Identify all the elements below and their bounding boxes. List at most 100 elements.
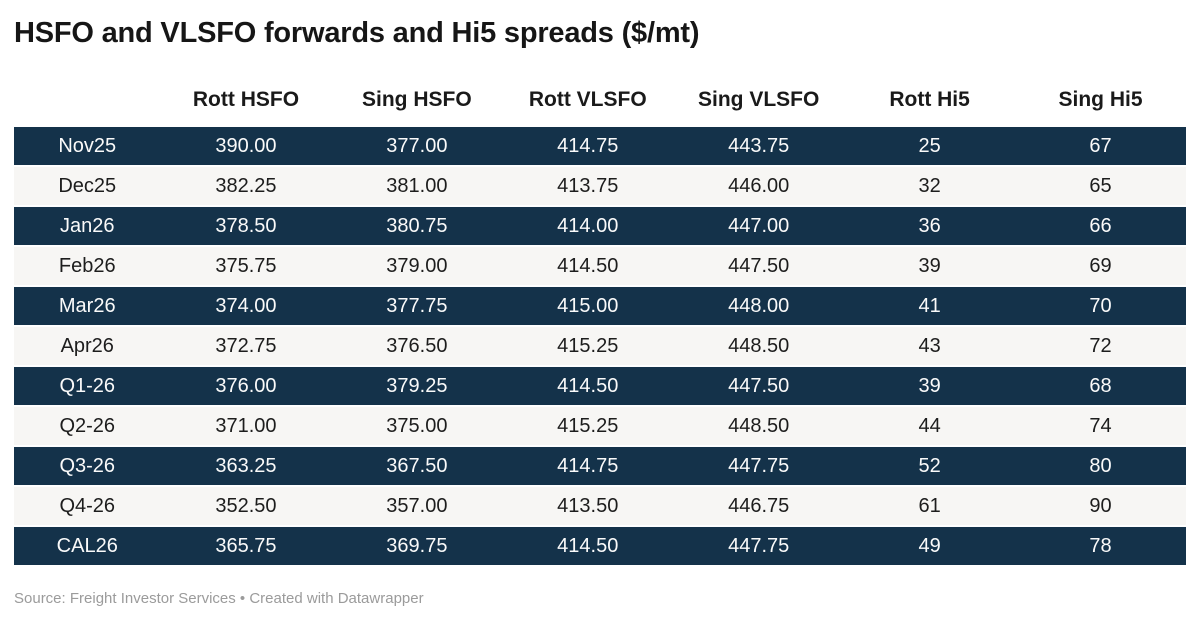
value-cell: 32 [844, 165, 1016, 205]
value-cell: 379.00 [331, 245, 503, 285]
value-cell: 36 [844, 205, 1016, 245]
value-cell: 414.00 [502, 205, 674, 245]
value-cell: 447.50 [673, 245, 845, 285]
value-cell: 375.75 [160, 245, 332, 285]
value-cell: 66 [1015, 205, 1186, 245]
table-row: Q1-26 376.00 379.25 414.50 447.50 39 68 [14, 365, 1186, 405]
table-row: Mar26 374.00 377.75 415.00 448.00 41 70 [14, 285, 1186, 325]
value-cell: 381.00 [331, 165, 503, 205]
page-title: HSFO and VLSFO forwards and Hi5 spreads … [14, 17, 700, 49]
value-cell: 39 [844, 365, 1016, 405]
row-label-cell: Q4-26 [14, 485, 161, 525]
row-label-cell: Nov25 [14, 127, 161, 165]
value-cell: 377.00 [331, 127, 503, 165]
value-cell: 446.75 [673, 485, 845, 525]
value-cell: 415.25 [502, 405, 674, 445]
value-cell: 65 [1015, 165, 1186, 205]
value-cell: 70 [1015, 285, 1186, 325]
value-cell: 80 [1015, 445, 1186, 485]
value-cell: 376.00 [160, 365, 332, 405]
value-cell: 369.75 [331, 525, 503, 565]
footer-source: Source: Freight Investor Services • Crea… [14, 590, 424, 607]
row-label-cell: Dec25 [14, 165, 161, 205]
table-header-row: Rott HSFO Sing HSFO Rott VLSFO Sing VLSF… [14, 50, 1186, 127]
value-cell: 78 [1015, 525, 1186, 565]
value-cell: 414.50 [502, 525, 674, 565]
value-cell: 352.50 [160, 485, 332, 525]
value-cell: 44 [844, 405, 1016, 445]
value-cell: 374.00 [160, 285, 332, 325]
table-row: Apr26 372.75 376.50 415.25 448.50 43 72 [14, 325, 1186, 365]
value-cell: 448.00 [673, 285, 845, 325]
value-cell: 377.75 [331, 285, 503, 325]
value-cell: 371.00 [160, 405, 332, 445]
value-cell: 379.25 [331, 365, 503, 405]
value-cell: 414.75 [502, 127, 674, 165]
table-row: Q4-26 352.50 357.00 413.50 446.75 61 90 [14, 485, 1186, 525]
table-row: Feb26 375.75 379.00 414.50 447.50 39 69 [14, 245, 1186, 285]
value-cell: 414.50 [502, 245, 674, 285]
value-cell: 414.50 [502, 365, 674, 405]
value-cell: 414.75 [502, 445, 674, 485]
value-cell: 378.50 [160, 205, 332, 245]
value-cell: 365.75 [160, 525, 332, 565]
value-cell: 74 [1015, 405, 1186, 445]
value-cell: 372.75 [160, 325, 332, 365]
value-cell: 390.00 [160, 127, 332, 165]
table-row: Jan26 378.50 380.75 414.00 447.00 36 66 [14, 205, 1186, 245]
value-cell: 447.75 [673, 445, 845, 485]
column-header-sing-vlsfo: Sing VLSFO [698, 88, 820, 111]
table-row: Nov25 390.00 377.00 414.75 443.75 25 67 [14, 127, 1186, 165]
value-cell: 25 [844, 127, 1016, 165]
value-cell: 43 [844, 325, 1016, 365]
value-cell: 443.75 [673, 127, 845, 165]
value-cell: 49 [844, 525, 1016, 565]
value-cell: 72 [1015, 325, 1186, 365]
value-cell: 448.50 [673, 405, 845, 445]
value-cell: 415.00 [502, 285, 674, 325]
column-header-rott-hi5: Rott Hi5 [889, 88, 970, 111]
value-cell: 415.25 [502, 325, 674, 365]
value-cell: 61 [844, 485, 1016, 525]
value-cell: 413.75 [502, 165, 674, 205]
table-row: CAL26 365.75 369.75 414.50 447.75 49 78 [14, 525, 1186, 565]
column-header-sing-hi5: Sing Hi5 [1058, 88, 1143, 111]
column-header-rott-hsfo: Rott HSFO [192, 88, 300, 111]
value-cell: 447.50 [673, 365, 845, 405]
value-cell: 382.25 [160, 165, 332, 205]
value-cell: 376.50 [331, 325, 503, 365]
value-cell: 41 [844, 285, 1016, 325]
table-row: Q2-26 371.00 375.00 415.25 448.50 44 74 [14, 405, 1186, 445]
forwards-table: Rott HSFO Sing HSFO Rott VLSFO Sing VLSF… [14, 50, 1186, 565]
value-cell: 39 [844, 245, 1016, 285]
column-header-row-label [14, 50, 161, 127]
value-cell: 52 [844, 445, 1016, 485]
row-label-cell: Q1-26 [14, 365, 161, 405]
value-cell: 446.00 [673, 165, 845, 205]
value-cell: 90 [1015, 485, 1186, 525]
value-cell: 69 [1015, 245, 1186, 285]
row-label-cell: Apr26 [14, 325, 161, 365]
table-row: Dec25 382.25 381.00 413.75 446.00 32 65 [14, 165, 1186, 205]
row-label-cell: CAL26 [14, 525, 161, 565]
value-cell: 447.00 [673, 205, 845, 245]
value-cell: 363.25 [160, 445, 332, 485]
column-header-sing-hsfo: Sing HSFO [362, 88, 472, 111]
value-cell: 68 [1015, 365, 1186, 405]
value-cell: 367.50 [331, 445, 503, 485]
value-cell: 447.75 [673, 525, 845, 565]
row-label-cell: Q2-26 [14, 405, 161, 445]
value-cell: 448.50 [673, 325, 845, 365]
column-header-rott-vlsfo: Rott VLSFO [528, 88, 647, 111]
value-cell: 413.50 [502, 485, 674, 525]
row-label-cell: Feb26 [14, 245, 161, 285]
row-label-cell: Jan26 [14, 205, 161, 245]
table-row: Q3-26 363.25 367.50 414.75 447.75 52 80 [14, 445, 1186, 485]
value-cell: 357.00 [331, 485, 503, 525]
value-cell: 375.00 [331, 405, 503, 445]
value-cell: 380.75 [331, 205, 503, 245]
value-cell: 67 [1015, 127, 1186, 165]
row-label-cell: Q3-26 [14, 445, 161, 485]
row-label-cell: Mar26 [14, 285, 161, 325]
